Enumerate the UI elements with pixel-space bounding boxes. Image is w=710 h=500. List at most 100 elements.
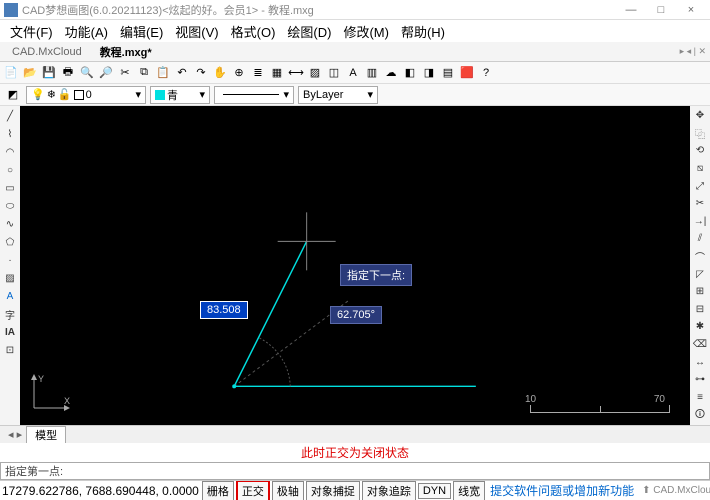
- ortho-toggle[interactable]: 正交: [236, 480, 270, 500]
- tab-current[interactable]: 教程.mxg*: [92, 42, 160, 62]
- tool3-icon[interactable]: ▤: [439, 64, 457, 82]
- open-icon[interactable]: 📂: [21, 64, 39, 82]
- layers-icon[interactable]: ≣: [249, 64, 267, 82]
- zoom-icon[interactable]: ⊕: [230, 64, 248, 82]
- draw-toolbar: ╱ ⌇ ◠ ○ ▭ ⬭ ∿ ⬠ · ▨ A 字 IA ⊡: [0, 106, 20, 425]
- rotate-icon[interactable]: ⟲: [692, 143, 708, 159]
- break-icon[interactable]: ⊟: [692, 302, 708, 318]
- save-icon[interactable]: 💾: [40, 64, 58, 82]
- dyn-toggle[interactable]: DYN: [418, 483, 451, 499]
- paste-icon[interactable]: 📋: [154, 64, 172, 82]
- linetype-dropdown[interactable]: ▾: [214, 86, 294, 104]
- insert-icon[interactable]: IA: [2, 324, 18, 340]
- chamfer-icon[interactable]: ◸: [692, 266, 708, 282]
- rect-icon[interactable]: ▭: [2, 180, 18, 196]
- cut-icon[interactable]: ✂: [116, 64, 134, 82]
- stretch-icon[interactable]: ↔: [692, 354, 708, 370]
- menu-edit[interactable]: 编辑(E): [114, 22, 169, 41]
- tab-mxcloud[interactable]: CAD.MxCloud: [4, 44, 90, 60]
- model-tab[interactable]: 模型: [26, 426, 66, 444]
- menu-modify[interactable]: 修改(M): [337, 22, 395, 41]
- color-icon[interactable]: 🟥: [458, 64, 476, 82]
- feedback-link[interactable]: 提交软件问题或增加新功能: [486, 482, 638, 499]
- grid-toggle[interactable]: 栅格: [202, 481, 234, 500]
- menu-draw[interactable]: 绘图(D): [281, 22, 337, 41]
- dim-icon[interactable]: ⟷: [287, 64, 305, 82]
- mirror-icon[interactable]: ⧅: [692, 161, 708, 177]
- undo-icon[interactable]: ↶: [173, 64, 191, 82]
- scale-ruler: 1070: [530, 394, 670, 413]
- prompt-tooltip: 指定下一点:: [340, 264, 412, 286]
- drawing-canvas[interactable]: 指定下一点: 83.508 62.705° YX 1070: [20, 106, 690, 425]
- lineweight-dropdown[interactable]: ByLayer ▾: [298, 86, 378, 104]
- layer-mgr-icon[interactable]: ◩: [4, 86, 22, 104]
- tab-nav-icon[interactable]: ◂ ▸: [4, 428, 26, 441]
- bulb-icon: 💡: [31, 88, 45, 101]
- line-icon[interactable]: ╱: [2, 108, 18, 124]
- cloud-icon[interactable]: ☁: [382, 64, 400, 82]
- preview-icon[interactable]: 🔍: [78, 64, 96, 82]
- join-icon[interactable]: ⊶: [692, 372, 708, 388]
- layout-tabs: ◂ ▸ 模型: [0, 425, 710, 443]
- tab-controls[interactable]: ▸ ◂ | ✕: [680, 46, 706, 57]
- mtext-icon[interactable]: 字: [2, 306, 18, 322]
- menu-function[interactable]: 功能(A): [59, 22, 114, 41]
- region-icon[interactable]: ⊡: [2, 342, 18, 358]
- fillet-icon[interactable]: ⌒: [692, 249, 708, 265]
- menu-file[interactable]: 文件(F): [4, 22, 59, 41]
- chevron-down-icon: ▾: [283, 88, 289, 101]
- align-icon[interactable]: ≡: [692, 390, 708, 406]
- props2-icon[interactable]: 🛈: [692, 407, 708, 423]
- app-icon: [4, 3, 18, 17]
- layer-dropdown[interactable]: 💡 ❄ 🔓 0 ▾: [26, 86, 146, 104]
- find-icon[interactable]: 🔎: [97, 64, 115, 82]
- props-icon[interactable]: ▦: [268, 64, 286, 82]
- copy-icon[interactable]: ⧉: [135, 64, 153, 82]
- copy2-icon[interactable]: ⿻: [692, 126, 708, 142]
- explode-icon[interactable]: ✱: [692, 319, 708, 335]
- ellipse-icon[interactable]: ⬭: [2, 198, 18, 214]
- new-icon[interactable]: 📄: [2, 64, 20, 82]
- arc-icon[interactable]: ◠: [2, 144, 18, 160]
- scale-icon[interactable]: ⤢: [692, 178, 708, 194]
- point-icon[interactable]: ·: [2, 252, 18, 268]
- polar-toggle[interactable]: 极轴: [272, 481, 304, 500]
- lw-label: ByLayer: [303, 89, 343, 101]
- minimize-button[interactable]: —: [616, 4, 646, 16]
- close-button[interactable]: ×: [676, 4, 706, 16]
- maximize-button[interactable]: □: [646, 4, 676, 16]
- erase-icon[interactable]: ⌫: [692, 337, 708, 353]
- pan-icon[interactable]: ✋: [211, 64, 229, 82]
- trim-icon[interactable]: ✂: [692, 196, 708, 212]
- vertex-point: [232, 384, 236, 388]
- tool2-icon[interactable]: ◨: [420, 64, 438, 82]
- layer-color-swatch: [74, 90, 84, 100]
- spline-icon[interactable]: ∿: [2, 216, 18, 232]
- move-icon[interactable]: ✥: [692, 108, 708, 124]
- length-display: 83.508: [200, 301, 248, 319]
- color-dropdown[interactable]: 青 ▾: [150, 86, 210, 104]
- menu-view[interactable]: 视图(V): [169, 22, 224, 41]
- block-icon[interactable]: ◫: [325, 64, 343, 82]
- circle-icon[interactable]: ○: [2, 162, 18, 178]
- tool1-icon[interactable]: ◧: [401, 64, 419, 82]
- polygon-icon[interactable]: ⬠: [2, 234, 18, 250]
- lineweight-toggle[interactable]: 线宽: [453, 481, 485, 500]
- print-icon[interactable]: 🖶: [59, 64, 77, 82]
- menu-help[interactable]: 帮助(H): [395, 22, 451, 41]
- array-icon[interactable]: ⊞: [692, 284, 708, 300]
- extend-icon[interactable]: →|: [692, 214, 708, 230]
- pline-icon[interactable]: ⌇: [2, 126, 18, 142]
- menu-format[interactable]: 格式(O): [225, 22, 282, 41]
- redo-icon[interactable]: ↷: [192, 64, 210, 82]
- hatch2-icon[interactable]: ▨: [2, 270, 18, 286]
- table-icon[interactable]: ▥: [363, 64, 381, 82]
- help-icon[interactable]: ?: [477, 64, 495, 82]
- text-icon[interactable]: A: [344, 64, 362, 82]
- hatch-icon[interactable]: ▨: [306, 64, 324, 82]
- osnap-toggle[interactable]: 对象捕捉: [306, 481, 360, 500]
- text2-icon[interactable]: A: [2, 288, 18, 304]
- otrack-toggle[interactable]: 对象追踪: [362, 481, 416, 500]
- offset-icon[interactable]: ⫽: [692, 231, 708, 247]
- command-line[interactable]: 指定第一点:: [0, 462, 710, 480]
